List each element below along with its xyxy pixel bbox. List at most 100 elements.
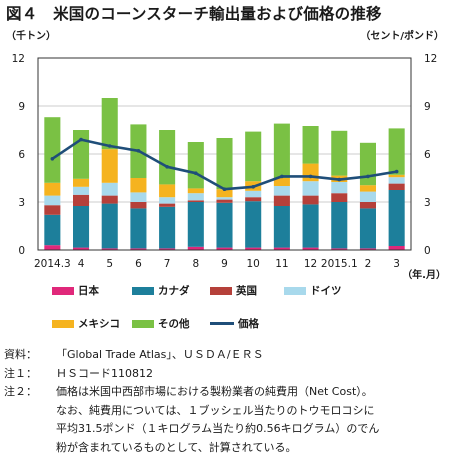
chart-legend: 日本 カナダ 英国 ドイツメキシコ その他 価格 [52, 283, 412, 335]
x-tick-label: 12 [304, 258, 317, 270]
price-point [222, 187, 227, 191]
y2-axis-unit: （セント/ポンド） [360, 29, 444, 42]
bar-segment [331, 248, 348, 250]
bar-segment [388, 246, 405, 250]
bar-segment [130, 192, 147, 202]
price-point [366, 174, 370, 179]
note-text: 粉が含まれているものとして、計算されている。 [56, 440, 297, 454]
bar-segment [302, 181, 319, 196]
bar-segment [302, 163, 319, 182]
x-tick-label: 10 [247, 258, 260, 270]
note-label [4, 439, 56, 458]
bar-segment [216, 189, 233, 198]
legend-item: メキシコ [52, 316, 120, 331]
legend-item: 価格 [210, 316, 259, 331]
x-tick-label: 2015.1 [321, 258, 358, 270]
legend-label: 価格 [238, 318, 259, 330]
y-tick-label: 3 [18, 197, 25, 209]
note-text: なお、純費用については、１ブッシェル当たりのトウモロコシに [56, 403, 375, 417]
legend-line-swatch [210, 322, 234, 325]
note-row: 注１： ＨＳコード110812 [4, 365, 448, 384]
bar-segment [101, 203, 118, 249]
x-tick-label: 4 [78, 258, 85, 270]
bar-segment [159, 197, 176, 204]
bar-segment [216, 138, 233, 190]
note-label [4, 402, 56, 421]
bar-segment [101, 195, 118, 204]
note-text: 価格は米国中西部市場における製粉業者の純費用（Net Cost）。 [56, 385, 373, 399]
y-tick-label: 9 [18, 101, 25, 113]
bar-segment [73, 206, 90, 248]
note-text: 平均31.5ポンド（１キログラム当たり約0.56キログラム）のでん [56, 422, 380, 436]
note-row: 資料： 「Global Trade Atlas」、ＵＳＤＡ/ＥＲＳ [4, 346, 448, 365]
y-tick-label: 12 [12, 53, 25, 65]
bar-segment [187, 200, 204, 202]
bar-segment [388, 183, 405, 190]
note-label [4, 420, 56, 439]
bar-segment [245, 247, 262, 250]
bar-segment [245, 197, 262, 202]
bar-segment [388, 190, 405, 246]
bar-segment [73, 194, 90, 206]
bar-segment [331, 202, 348, 249]
y-tick-label: 6 [18, 149, 25, 161]
bar-segment [187, 188, 204, 194]
bar-segment [302, 247, 319, 250]
bar-segment [302, 126, 319, 164]
price-point [251, 185, 255, 189]
bar-segment [359, 202, 376, 209]
x-tick-label: 7 [164, 258, 171, 270]
bar-segment [388, 128, 405, 175]
price-point [107, 144, 112, 148]
bar-segment [359, 191, 376, 202]
bar-segment [388, 177, 405, 184]
y-axis-unit: （千トン） [6, 29, 56, 42]
bar-segment [245, 201, 262, 248]
x-tick-label: 9 [221, 258, 228, 270]
legend-swatch [132, 286, 154, 295]
bar-segment [359, 208, 376, 249]
legend-label: 日本 [78, 285, 99, 297]
bar-segment [216, 199, 233, 203]
bar-segment [73, 186, 90, 195]
legend-label: 英国 [236, 285, 257, 297]
legend-label: その他 [158, 318, 190, 330]
bar-segment [101, 98, 118, 150]
bar-segment [331, 182, 348, 194]
legend-item: その他 [132, 316, 190, 331]
x-tick-label: 5 [106, 258, 113, 270]
legend-swatch [284, 286, 306, 295]
plot-frame [37, 57, 412, 251]
bar-segment [73, 130, 90, 179]
notes: 資料： 「Global Trade Atlas」、ＵＳＤＡ/ＥＲＳ 注１： ＨＳコード… [4, 346, 448, 458]
legend-item: 英国 [210, 283, 257, 298]
y2-tick-label: 0 [424, 245, 431, 257]
y2-tick-label: 6 [424, 149, 431, 161]
bar-segment [159, 248, 176, 250]
figure-title: 図４ 米国のコーンスターチ輸出量および価格の推移 [6, 5, 382, 23]
legend-swatch [52, 319, 74, 328]
bar-segment [273, 206, 290, 248]
bar-segment [331, 193, 348, 202]
bar-segment [216, 197, 233, 200]
chart: 0 3 6 9 12 0 3 6 9 12 2014.3 4 5 6 7 8 9 10 11 12 2015.1 2 3 （千… [6, 29, 446, 281]
price-point [308, 174, 313, 179]
x-tick-label: 8 [192, 258, 199, 270]
price-point [136, 149, 141, 153]
legend-item: ドイツ [284, 283, 342, 298]
x-tick-label: 3 [393, 258, 400, 270]
legend-item: カナダ [132, 283, 190, 298]
bar-segment [130, 208, 147, 249]
note-row: なお、純費用については、１ブッシェル当たりのトウモロコシに [4, 402, 448, 421]
bar-segment [302, 195, 319, 205]
bar-segment [130, 178, 147, 193]
bar-segment [245, 190, 262, 198]
bar-segment [273, 123, 290, 178]
legend-swatch [210, 286, 232, 295]
bar-segment [73, 178, 90, 187]
bar-segment [130, 202, 147, 209]
bar-segment [159, 130, 176, 185]
bar-segment [359, 142, 376, 186]
price-point [337, 177, 342, 182]
bar-segment [159, 184, 176, 198]
